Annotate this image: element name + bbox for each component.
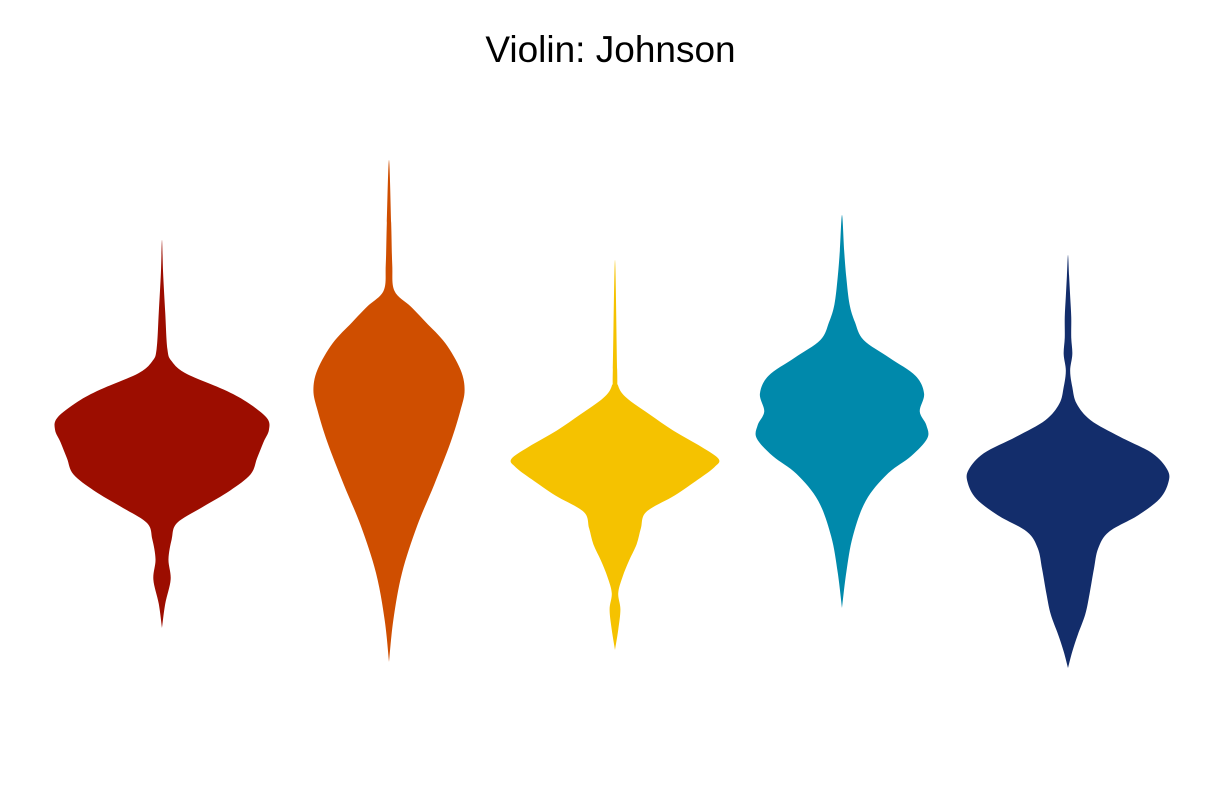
- violin-5: [966, 255, 1170, 668]
- violin-1: [54, 240, 270, 628]
- violin-series-group: [54, 160, 1170, 668]
- violin-4: [755, 215, 929, 608]
- violin-2: [313, 160, 465, 662]
- chart-title: Violin: Johnson: [485, 29, 736, 70]
- violin-3: [510, 260, 720, 650]
